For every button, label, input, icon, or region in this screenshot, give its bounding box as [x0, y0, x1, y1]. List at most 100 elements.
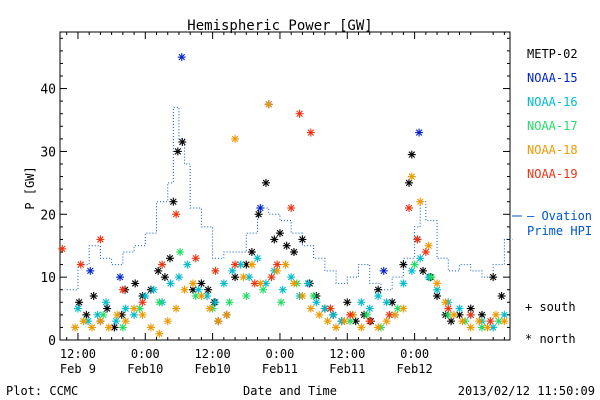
point-noaa-17: [118, 323, 127, 332]
x-tick-label-time: 0:00: [131, 347, 160, 361]
point-noaa-18: [96, 317, 105, 326]
ovation-hpi-line: [66, 106, 513, 291]
point-metp-02: [178, 138, 187, 146]
point-noaa-15: [86, 266, 95, 275]
point-noaa-17: [259, 285, 268, 294]
point-metp-02: [103, 304, 112, 313]
point-noaa-19: [326, 304, 335, 313]
point-noaa-17: [410, 260, 419, 269]
x-tick-label-date: Feb11: [329, 362, 365, 376]
y-tick-label: 20: [40, 208, 56, 223]
point-noaa-17: [225, 298, 234, 307]
symbol-key-entry: + south: [525, 300, 576, 314]
point-metp-02: [489, 273, 498, 282]
point-metp-02: [165, 254, 174, 263]
point-metp-02: [447, 317, 456, 326]
point-metp-02: [405, 178, 414, 187]
point-noaa-18: [357, 323, 366, 332]
x-tick-label-time: 0:00: [400, 347, 429, 361]
point-noaa-18: [155, 329, 164, 338]
footer-left: Plot: CCMC: [6, 384, 78, 398]
point-noaa-18: [197, 292, 206, 300]
point-noaa-16: [278, 285, 287, 294]
point-noaa-18: [188, 279, 197, 288]
point-noaa-18: [424, 241, 433, 250]
point-noaa-19: [158, 260, 167, 269]
chart-title: Hemispheric Power [GW]: [187, 18, 372, 34]
point-noaa-16: [112, 317, 121, 326]
point-noaa-19: [346, 310, 355, 319]
point-noaa-16: [194, 285, 203, 294]
point-noaa-16: [211, 298, 220, 307]
legend-entry-metp-02: METP-02: [527, 47, 578, 61]
point-noaa-18: [222, 310, 231, 319]
y-tick-label: 40: [40, 83, 56, 98]
point-noaa-16: [287, 273, 296, 282]
point-noaa-16: [374, 292, 383, 300]
y-axis-label: P [GW]: [23, 166, 37, 209]
point-noaa-18: [247, 260, 256, 269]
legend-entry-noaa-19: NOAA-19: [527, 167, 578, 181]
point-noaa-18: [231, 134, 240, 143]
y-tick-label: 10: [40, 271, 56, 286]
point-noaa-19: [250, 279, 259, 288]
point-metp-02: [289, 248, 298, 256]
point-noaa-19: [273, 260, 282, 269]
point-noaa-17: [427, 273, 436, 282]
point-noaa-16: [102, 298, 111, 307]
point-noaa-18: [332, 323, 341, 332]
point-noaa-18: [483, 323, 492, 332]
point-noaa-19: [191, 254, 200, 263]
point-noaa-19: [138, 298, 147, 307]
point-noaa-16: [382, 298, 391, 307]
point-noaa-16: [416, 254, 425, 263]
point-noaa-17: [277, 298, 286, 307]
point-noaa-18: [306, 304, 315, 313]
point-noaa-18: [399, 304, 408, 313]
legend-entry-noaa-15: NOAA-15: [527, 71, 578, 85]
point-noaa-16: [407, 266, 416, 275]
point-metp-02: [261, 178, 270, 187]
point-noaa-17: [176, 248, 185, 256]
point-noaa-18: [71, 323, 80, 332]
point-metp-02: [82, 310, 91, 319]
point-noaa-16: [183, 260, 192, 269]
point-metp-02: [351, 317, 360, 326]
point-noaa-18: [239, 273, 248, 282]
point-metp-02: [75, 298, 84, 307]
point-noaa-18: [281, 260, 290, 269]
point-metp-02: [298, 235, 307, 244]
point-metp-02: [399, 260, 408, 269]
point-metp-02: [247, 248, 256, 256]
x-tick-label-date: Feb11: [262, 362, 298, 376]
point-noaa-16: [149, 285, 158, 294]
x-tick-label-date: Feb10: [195, 362, 231, 376]
legend-entry-noaa-18: NOAA-18: [527, 143, 578, 157]
point-noaa-18: [172, 304, 181, 313]
point-noaa-19: [466, 310, 475, 319]
point-noaa-19: [405, 204, 414, 212]
point-noaa-15: [177, 53, 186, 62]
x-tick-label-date: Feb 9: [60, 362, 96, 376]
point-noaa-18: [340, 317, 349, 326]
point-noaa-16: [455, 304, 464, 313]
point-noaa-18: [289, 279, 298, 288]
point-noaa-19: [306, 128, 315, 137]
point-metp-02: [231, 273, 240, 282]
point-noaa-18: [433, 279, 442, 288]
point-noaa-19: [76, 260, 85, 269]
x-tick-label-time: 12:00: [329, 347, 365, 361]
point-metp-02: [282, 241, 291, 250]
point-noaa-18: [449, 310, 458, 319]
point-noaa-16: [174, 273, 183, 282]
point-metp-02: [374, 285, 383, 294]
point-metp-02: [254, 210, 263, 219]
point-noaa-19: [365, 317, 374, 326]
point-metp-02: [343, 298, 352, 307]
x-axis-label: Date and Time: [243, 384, 337, 398]
point-noaa-19: [231, 260, 240, 269]
point-metp-02: [188, 285, 197, 294]
legend-entry-ovation: Prime HPI: [527, 224, 592, 238]
point-noaa-19: [118, 285, 127, 294]
point-metp-02: [497, 292, 506, 300]
